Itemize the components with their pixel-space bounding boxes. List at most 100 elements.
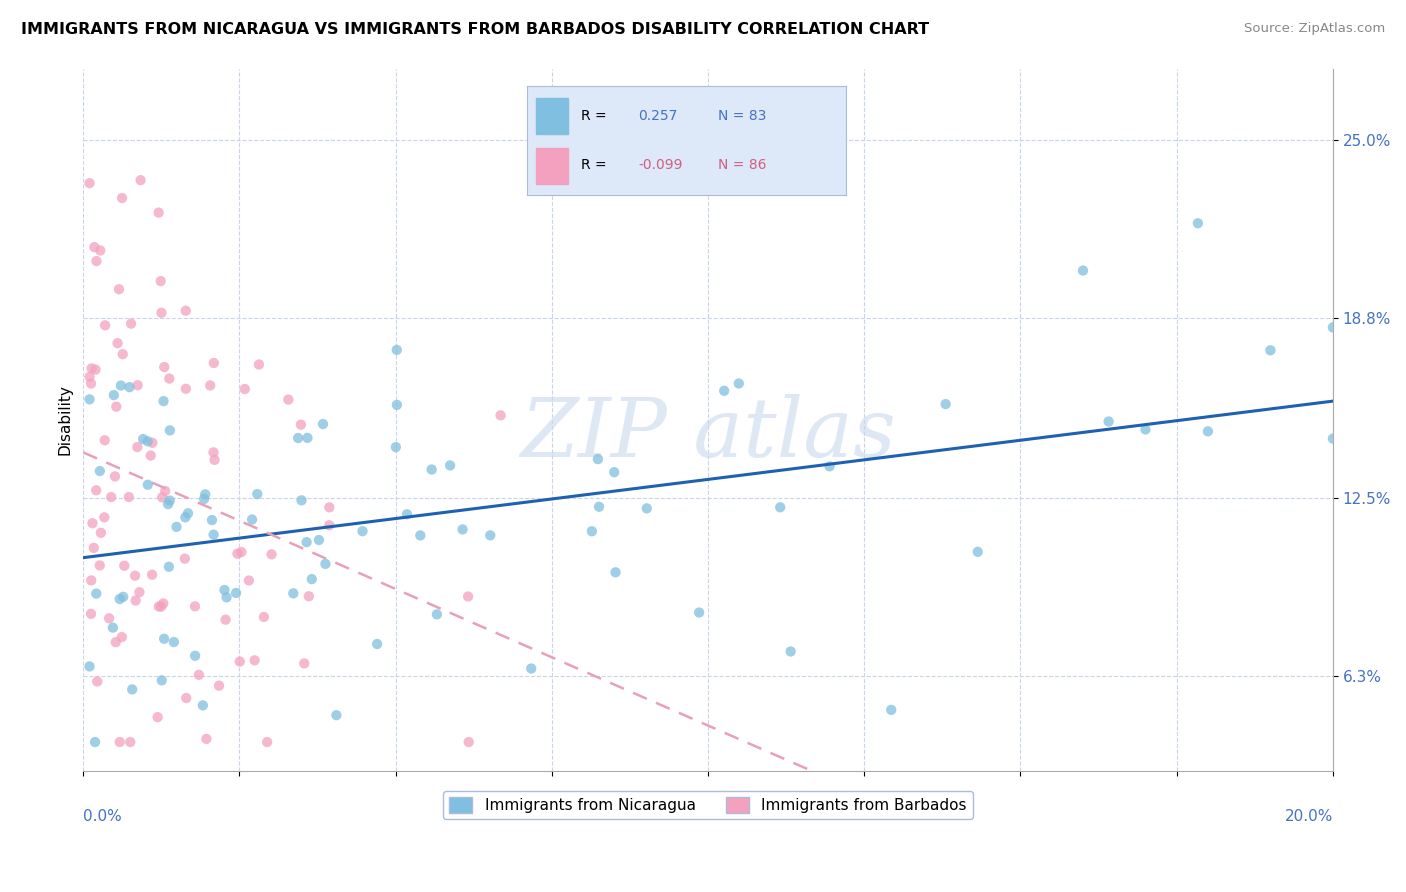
- Point: [136, 477, 159, 491]
- Point: [457, 590, 479, 604]
- Point: [420, 462, 443, 476]
- Point: [80, 574, 103, 588]
- Point: [120, 735, 142, 749]
- Point: [150, 673, 173, 688]
- Point: [603, 465, 626, 479]
- Point: [139, 449, 162, 463]
- Point: [277, 392, 299, 407]
- Point: [150, 491, 173, 505]
- Point: [520, 661, 543, 675]
- Point: [105, 400, 128, 414]
- Point: [880, 703, 903, 717]
- Point: [80, 376, 103, 391]
- Point: [84, 362, 107, 376]
- Point: [184, 599, 207, 614]
- Point: [215, 591, 238, 605]
- Point: [153, 632, 176, 646]
- Point: [121, 682, 143, 697]
- Point: [174, 382, 197, 396]
- Legend: Immigrants from Nicaragua, Immigrants from Barbados: Immigrants from Nicaragua, Immigrants fr…: [443, 791, 973, 819]
- Point: [94, 318, 117, 333]
- Point: [79, 392, 101, 407]
- Point: [104, 469, 127, 483]
- Point: [108, 282, 131, 296]
- Point: [202, 356, 225, 370]
- Point: [385, 343, 408, 357]
- Point: [148, 205, 170, 219]
- Point: [208, 679, 231, 693]
- Point: [157, 559, 180, 574]
- Point: [301, 572, 323, 586]
- Point: [214, 582, 236, 597]
- Point: [79, 659, 101, 673]
- Point: [193, 491, 215, 506]
- Point: [229, 655, 252, 669]
- Point: [318, 500, 340, 515]
- Point: [1071, 263, 1094, 277]
- Point: [588, 500, 610, 514]
- Y-axis label: Disability: Disability: [58, 384, 72, 455]
- Point: [82, 516, 104, 531]
- Point: [395, 508, 418, 522]
- Point: [314, 557, 336, 571]
- Point: [184, 648, 207, 663]
- Text: 0.0%: 0.0%: [83, 809, 122, 824]
- Point: [110, 378, 132, 392]
- Point: [385, 440, 408, 454]
- Point: [489, 409, 512, 423]
- Point: [174, 303, 197, 318]
- Point: [174, 510, 197, 524]
- Point: [146, 710, 169, 724]
- Point: [84, 586, 107, 600]
- Point: [260, 547, 283, 561]
- Point: [141, 435, 163, 450]
- Point: [935, 397, 957, 411]
- Point: [173, 551, 195, 566]
- Point: [124, 568, 146, 582]
- Point: [283, 586, 305, 600]
- Point: [194, 487, 217, 501]
- Point: [80, 607, 103, 621]
- Point: [89, 558, 111, 573]
- Point: [1097, 415, 1119, 429]
- Point: [118, 490, 141, 504]
- Point: [243, 653, 266, 667]
- Point: [125, 593, 148, 607]
- Point: [290, 493, 312, 508]
- Point: [112, 590, 135, 604]
- Point: [439, 458, 461, 473]
- Point: [166, 520, 188, 534]
- Point: [586, 452, 609, 467]
- Point: [132, 432, 155, 446]
- Point: [157, 371, 180, 385]
- Point: [86, 674, 108, 689]
- Point: [605, 566, 627, 580]
- Point: [83, 541, 105, 555]
- Point: [769, 500, 792, 515]
- Point: [292, 657, 315, 671]
- Point: [83, 240, 105, 254]
- Point: [148, 599, 170, 614]
- Point: [231, 545, 253, 559]
- Text: IMMIGRANTS FROM NICARAGUA VS IMMIGRANTS FROM BARBADOS DISABILITY CORRELATION CHA: IMMIGRANTS FROM NICARAGUA VS IMMIGRANTS …: [21, 22, 929, 37]
- Point: [200, 378, 222, 392]
- Point: [366, 637, 388, 651]
- Point: [246, 487, 269, 501]
- Point: [312, 417, 335, 431]
- Point: [1187, 216, 1209, 230]
- Point: [153, 359, 176, 374]
- Point: [325, 708, 347, 723]
- Text: 20.0%: 20.0%: [1285, 809, 1333, 824]
- Point: [779, 644, 801, 658]
- Point: [108, 735, 131, 749]
- Point: [202, 445, 225, 459]
- Point: [136, 434, 159, 449]
- Point: [149, 274, 172, 288]
- Point: [152, 394, 174, 409]
- Point: [713, 384, 735, 398]
- Point: [98, 611, 121, 625]
- Point: [93, 510, 115, 524]
- Point: [80, 361, 103, 376]
- Point: [298, 589, 321, 603]
- Point: [127, 440, 149, 454]
